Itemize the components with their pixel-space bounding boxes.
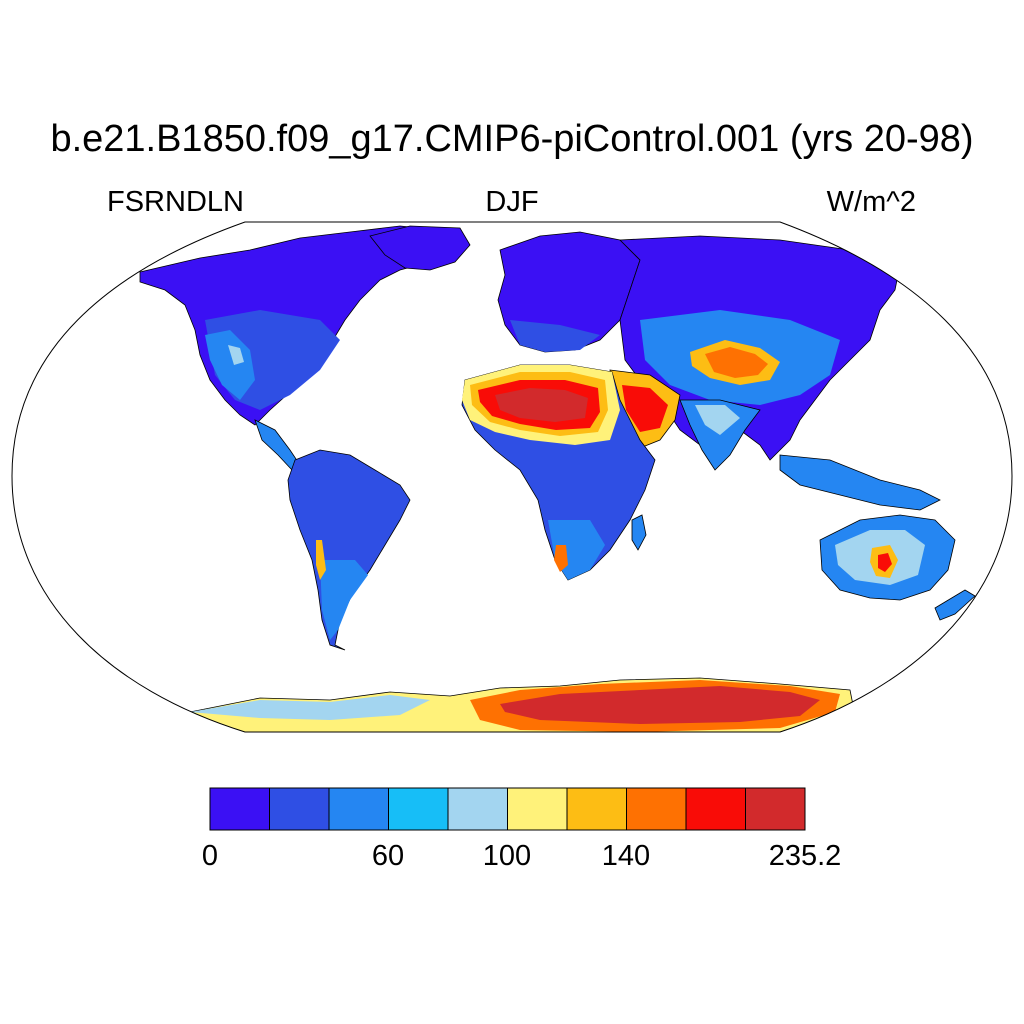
colorbar-swatch-2: [328, 787, 389, 831]
colorbar: [209, 787, 806, 831]
greenland: [369, 225, 471, 271]
asia-plateau-core: [705, 347, 768, 378]
australia-hotspot: [878, 553, 892, 572]
antarctica-core: [500, 686, 820, 724]
colorbar-swatch-7: [626, 787, 687, 831]
season-label: DJF: [485, 186, 539, 218]
globe-outline: [11, 221, 1013, 733]
plot-title: b.e21.B1850.f09_g17.CMIP6-piControl.001 …: [50, 118, 974, 160]
colorbar-swatch-5: [507, 787, 568, 831]
colorbar-label-140: 140: [601, 840, 651, 872]
europe-south: [510, 320, 600, 352]
colorbar-label-100: 100: [482, 840, 532, 872]
colorbar-label-60: 60: [371, 840, 405, 872]
south-america-south: [320, 560, 368, 640]
units-label: W/m^2: [826, 186, 916, 218]
andes-highlight: [316, 540, 326, 580]
new-zealand: [934, 589, 976, 621]
antarctica-west: [190, 695, 430, 720]
colorbar-swatch-3: [388, 787, 449, 831]
colorbar-swatch-1: [269, 787, 330, 831]
africa-southwest-highlight: [554, 545, 568, 572]
colorbar-swatch-9: [745, 787, 806, 831]
sahara-core: [495, 388, 588, 422]
colorbar-swatch-4: [447, 787, 508, 831]
colorbar-swatch-8: [685, 787, 746, 831]
north-america-west: [205, 330, 255, 400]
colorbar-swatch-6: [566, 787, 627, 831]
madagascar: [631, 514, 647, 551]
colorbar-label-235: 235.2: [768, 840, 842, 872]
arabia-core: [622, 385, 668, 432]
variable-name: FSRNDLN: [107, 186, 244, 218]
india-light: [695, 405, 740, 435]
colorbar-swatch-0: [209, 787, 270, 831]
europe: [497, 231, 641, 353]
north-america-west-highlight: [228, 345, 244, 365]
colorbar-label-0: 0: [201, 840, 219, 872]
land-fields: [139, 225, 976, 732]
maritime-continent: [779, 454, 941, 511]
